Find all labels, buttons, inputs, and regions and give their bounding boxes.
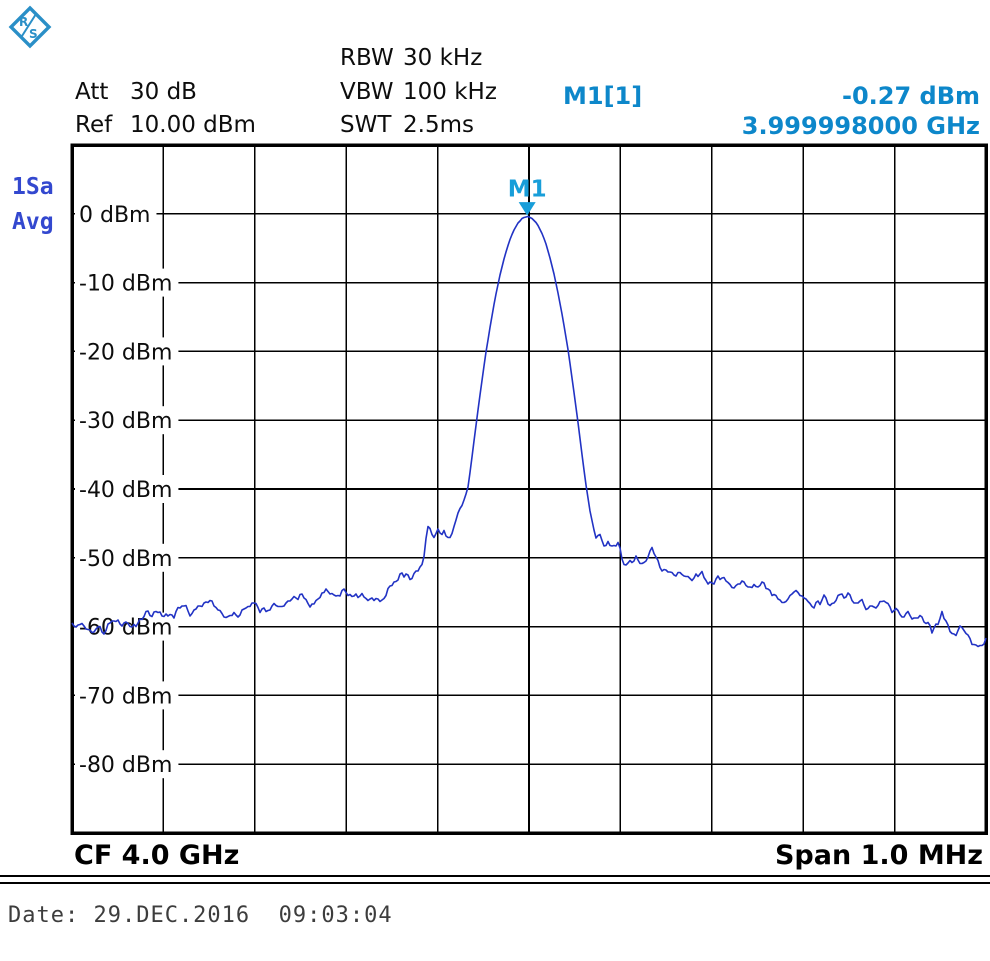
- plot-border: [70, 143, 988, 835]
- marker-name-readout: M1[1]: [563, 82, 643, 110]
- att-readout: Att 30 dB: [75, 79, 197, 105]
- date-time-label: Date: 29.DEC.2016 09:03:04: [8, 903, 393, 928]
- y-tick-label-bg: [75, 406, 179, 435]
- y-tick-label: 0 dBm: [79, 203, 150, 228]
- y-tick-label: -30 dBm: [79, 409, 172, 434]
- y-tick-label-bg: [75, 612, 179, 641]
- y-tick-label-bg: [75, 543, 179, 572]
- y-tick-label-bg: [75, 750, 179, 779]
- rbw-readout: RBW 30 kHz: [340, 45, 482, 71]
- y-tick-label: -40 dBm: [79, 478, 172, 503]
- marker-level-readout: -0.27 dBm: [841, 82, 980, 110]
- trace-line: [71, 215, 987, 648]
- att-label: Att: [75, 79, 109, 105]
- y-tick-label: -70 dBm: [79, 684, 172, 709]
- trace-mode-avg-label: Avg: [12, 209, 54, 235]
- y-tick-label: -50 dBm: [79, 547, 172, 572]
- swt-value: 2.5ms: [403, 112, 474, 138]
- y-tick-label: -20 dBm: [79, 340, 172, 365]
- y-tick-label: -10 dBm: [79, 272, 172, 297]
- y-tick-label-bg: [75, 475, 179, 503]
- svg-text:S: S: [29, 27, 38, 41]
- marker-m1-label: M1: [508, 177, 547, 203]
- swt-readout: SWT 2.5ms: [340, 112, 474, 138]
- trace-mode-1sa-label: 1Sa: [12, 174, 54, 200]
- vbw-readout: VBW 100 kHz: [340, 79, 497, 105]
- center-frequency-label: CF 4.0 GHz: [74, 840, 240, 871]
- att-value: 30 dB: [130, 79, 197, 105]
- marker-triangle-icon: [518, 202, 536, 216]
- footer-divider: [0, 875, 990, 884]
- y-tick-label: -80 dBm: [79, 753, 172, 778]
- y-tick-label-bg: [75, 268, 179, 297]
- y-tick-label-bg: [75, 681, 179, 710]
- y-tick-label-bg: [75, 199, 157, 228]
- ref-value: 10.00 dBm: [130, 112, 256, 138]
- rbw-label: RBW: [340, 45, 394, 71]
- vbw-value: 100 kHz: [403, 79, 497, 105]
- span-label: Span 1.0 MHz: [774, 840, 983, 871]
- vbw-label: VBW: [340, 79, 394, 105]
- y-tick-label-bg: [75, 337, 179, 366]
- marker-frequency-readout: 3.999998000 GHz: [741, 112, 980, 140]
- svg-text:R: R: [19, 15, 28, 29]
- y-tick-label: -60 dBm: [79, 616, 172, 641]
- ref-readout: Ref 10.00 dBm: [75, 112, 256, 138]
- rs-logo-icon: R S: [8, 5, 52, 49]
- ref-label: Ref: [75, 112, 113, 138]
- rbw-value: 30 kHz: [403, 45, 483, 71]
- swt-label: SWT: [340, 112, 392, 138]
